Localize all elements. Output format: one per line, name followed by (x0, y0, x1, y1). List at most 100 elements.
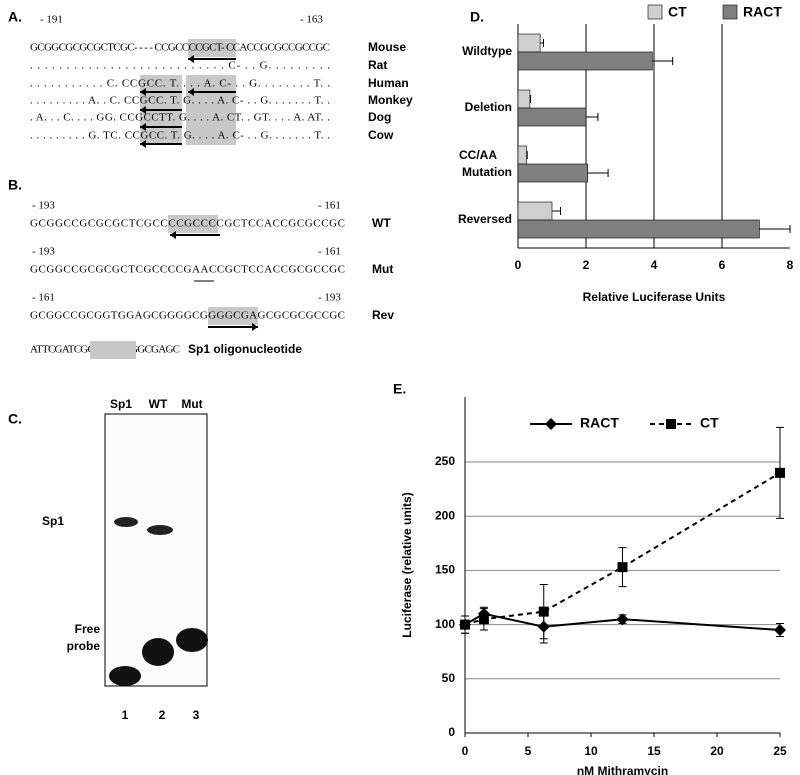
x-tick-label: 10 (584, 744, 598, 758)
highlight (168, 215, 218, 233)
species: Rat (368, 58, 387, 72)
x-tick-label: 15 (647, 744, 661, 758)
highlight (208, 307, 258, 325)
lane-number: 3 (193, 708, 200, 722)
x-tick-label: 4 (651, 258, 658, 272)
error-bar (586, 113, 599, 121)
bar (517, 163, 588, 183)
band (147, 525, 173, 535)
panel-label: B. (8, 177, 22, 193)
legend-label: CT (700, 415, 719, 431)
lane-number: 1 (122, 708, 129, 722)
arrow-head (140, 123, 146, 131)
sequence: GCGGCGCGCGCTCGC- - - - CCGCCCCGCT- CCACC… (30, 42, 330, 54)
category-label: Deletion (465, 100, 512, 114)
oligo-name: Sp1 oligonucleotide (188, 342, 302, 356)
arrow-head (188, 55, 194, 63)
panel-label: C. (8, 411, 22, 427)
marker (538, 606, 549, 617)
sequence: . . . . . . . . . A. . C. CCGCC. T. G. .… (30, 95, 330, 107)
position: - 193 (318, 292, 341, 304)
panel-label: D. (470, 9, 484, 25)
error-bar (652, 57, 674, 65)
x-tick-label: 0 (462, 744, 469, 758)
bar (517, 145, 527, 165)
marker (478, 614, 489, 625)
position: - 161 (318, 200, 341, 212)
arrow-head (140, 88, 146, 96)
lane-label: Sp1 (110, 397, 132, 411)
bar (517, 33, 541, 53)
bar (517, 201, 553, 221)
position: - 163 (300, 14, 323, 26)
category-label: Reversed (458, 212, 512, 226)
series-line (464, 472, 781, 626)
legend-label: RACT (743, 4, 782, 20)
marker (666, 419, 676, 429)
arrow-head (140, 140, 146, 148)
position: - 191 (40, 14, 63, 26)
marker (616, 613, 629, 626)
bar (517, 107, 587, 127)
x-tick-label: 25 (773, 744, 787, 758)
marker (775, 467, 785, 478)
x-tick-label: 6 (719, 258, 726, 272)
construct: WT (372, 216, 391, 230)
sequence: . . . . . . . . . . . . . . . . . . . . … (30, 60, 330, 72)
legend-swatch (722, 4, 738, 20)
construct: Rev (372, 308, 394, 322)
y-tick-label: 150 (435, 563, 455, 577)
panel-label: E. (393, 381, 406, 397)
legend-label: CT (668, 4, 687, 20)
lane-label: Mut (181, 397, 202, 411)
error-bar (529, 95, 532, 103)
y-axis-label: Luciferase (relative units) (400, 492, 414, 637)
bar (517, 89, 531, 109)
marker (774, 624, 786, 637)
x-tick-label: 20 (710, 744, 724, 758)
error-bar (759, 225, 791, 233)
y-tick-label: 200 (435, 508, 455, 522)
band (114, 517, 138, 527)
y-tick-label: 50 (442, 671, 456, 685)
sequence: GCGGCCGCGGTGGAGCGGGGCGGGGCGAGCGCGCGCCGC (30, 310, 345, 322)
marker (545, 418, 557, 430)
arrow-head (188, 88, 194, 96)
x-tick-label: 0 (515, 258, 522, 272)
panel-label: A. (8, 9, 22, 25)
category-label: Wildtype (462, 44, 512, 58)
sequence: GCGGCCGCGCGCTCGCCCCGCCCCGCTCCACCGCGCCGC (30, 218, 345, 230)
y-tick-label: 100 (435, 617, 455, 631)
band-label: Free probe (67, 622, 101, 653)
construct: Mut (372, 262, 393, 276)
marker (460, 619, 470, 630)
species: Cow (368, 128, 394, 142)
arrow-head (170, 231, 176, 239)
lane-label: WT (149, 397, 168, 411)
species: Monkey (368, 93, 413, 107)
position: - 161 (318, 246, 341, 258)
error-bar (552, 207, 561, 215)
bar (517, 219, 760, 239)
position: - 193 (32, 246, 55, 258)
arrow-head (252, 323, 258, 331)
x-axis-label: nM Mithramycin (577, 764, 668, 775)
species: Dog (368, 110, 391, 124)
lane-number: 2 (159, 708, 166, 722)
x-tick-label: 8 (787, 258, 794, 272)
band (176, 628, 208, 652)
x-tick-label: 5 (525, 744, 532, 758)
x-axis-label: Relative Luciferase Units (583, 290, 726, 304)
bar (517, 51, 653, 71)
sequence: . A. . . C. . . . GG. CCGCCTT. G. . . . … (30, 112, 330, 124)
error-bar (526, 151, 528, 159)
species: Human (368, 76, 409, 90)
sequence: GCGGCCGCGCGCTCGCCCCGAACCGCTCCACCGCGCCGC (30, 264, 345, 276)
highlight (188, 39, 236, 57)
legend-swatch (647, 4, 663, 20)
legend-label: RACT (580, 415, 619, 431)
position: - 161 (32, 292, 55, 304)
x-tick-label: 2 (583, 258, 590, 272)
sequence: . . . . . . . . . . . C. CCGCC. T. . . .… (30, 78, 330, 90)
